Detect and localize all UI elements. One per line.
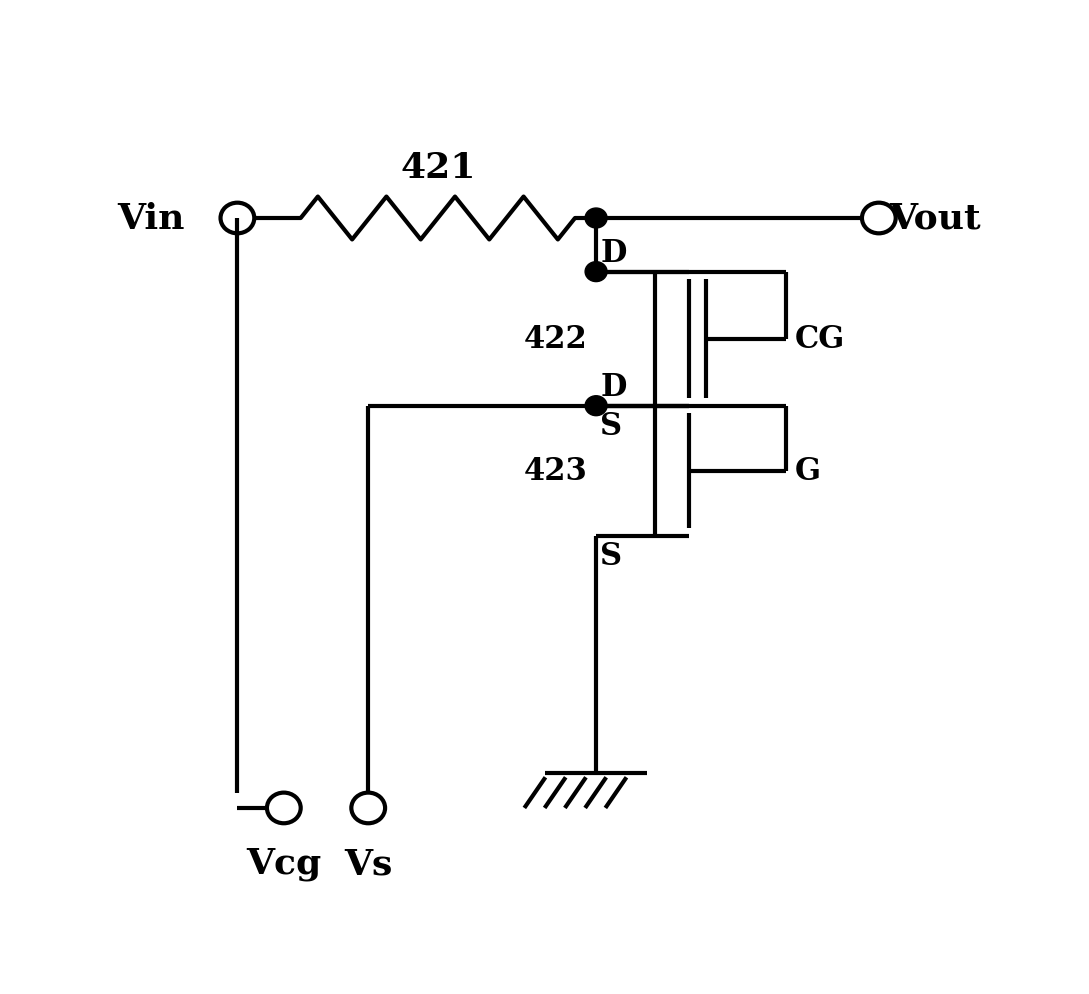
Text: Vin: Vin (118, 202, 185, 236)
Circle shape (585, 262, 607, 282)
Circle shape (585, 209, 607, 229)
Text: 421: 421 (400, 150, 476, 184)
Text: S: S (600, 541, 623, 572)
Text: Vs: Vs (344, 847, 392, 881)
Text: D: D (600, 238, 626, 268)
Text: 422: 422 (524, 324, 588, 355)
Circle shape (585, 397, 607, 416)
Text: CG: CG (795, 324, 845, 355)
Text: Vcg: Vcg (246, 847, 321, 881)
Text: 423: 423 (524, 456, 588, 487)
Text: D: D (600, 372, 626, 403)
Text: S: S (600, 411, 623, 441)
Text: G: G (795, 456, 820, 487)
Text: Vout: Vout (889, 202, 980, 236)
